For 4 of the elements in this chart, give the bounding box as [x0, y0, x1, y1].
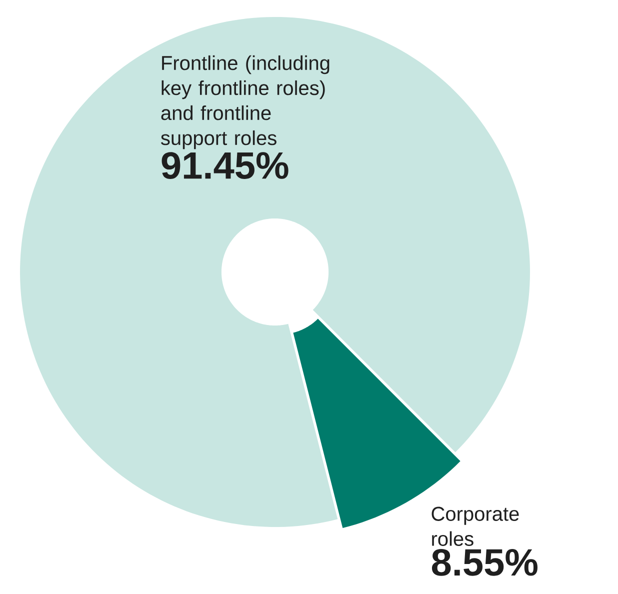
slice-label: Frontline (including key frontline roles) and frontline support roles — [161, 55, 330, 150]
slice-label: Corporate roles — [432, 506, 519, 546]
data-label: 8.55% — [432, 548, 538, 576]
data-label: 91.45% — [162, 152, 288, 179]
